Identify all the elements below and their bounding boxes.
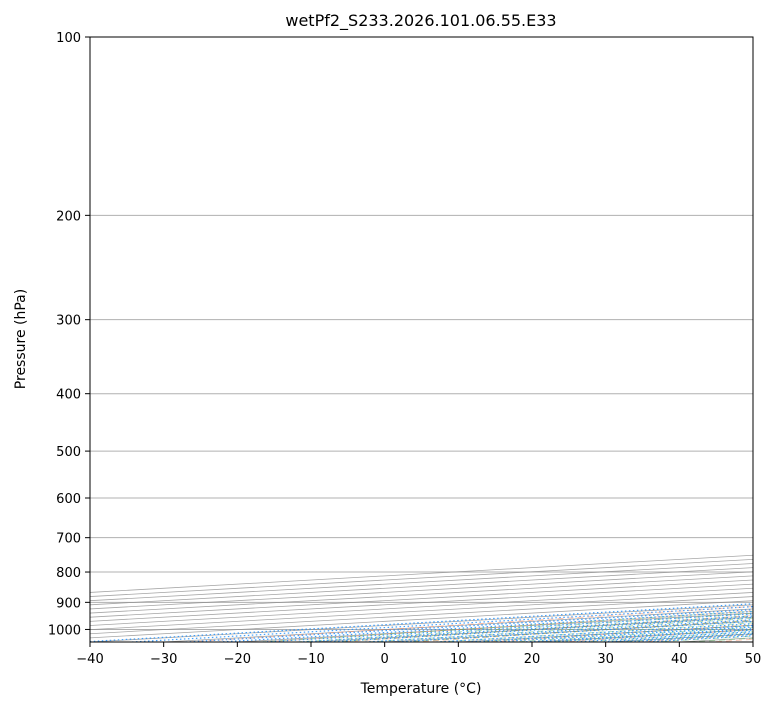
isotherm-line xyxy=(90,583,753,622)
mixing-ratio-line xyxy=(218,610,753,642)
isotherm-line xyxy=(458,625,753,642)
isotherm-line xyxy=(90,600,753,639)
moist-adiabat xyxy=(544,629,753,642)
y-tick-label: 700 xyxy=(56,532,81,547)
moist-adiabat xyxy=(652,635,753,642)
dry-adiabat xyxy=(636,633,753,642)
y-tick-label: 800 xyxy=(56,566,81,581)
x-tick-label: −20 xyxy=(224,652,251,667)
isotherm-line xyxy=(163,608,753,642)
mixing-ratio-line xyxy=(90,603,753,642)
y-axis-label: Pressure (hPa) xyxy=(13,289,29,389)
isotherm-line xyxy=(90,558,753,597)
x-tick-label: 10 xyxy=(450,652,467,667)
y-tick-label: 500 xyxy=(56,445,81,460)
isotherm-line xyxy=(531,629,753,642)
moist-adiabat xyxy=(260,610,753,642)
isotherm-line xyxy=(90,567,753,606)
y-tick-label: 900 xyxy=(56,596,81,611)
mixing-ratio-line xyxy=(262,613,753,642)
y-tick-label: 400 xyxy=(56,388,81,403)
moist-adiabat xyxy=(296,613,753,642)
x-axis-label: Temperature (°C) xyxy=(360,681,482,697)
isotherm-line xyxy=(90,571,753,610)
y-tick-label: 100 xyxy=(56,31,81,46)
plot-frame xyxy=(89,36,754,643)
dry-adiabat xyxy=(412,619,753,642)
isotherm-line xyxy=(90,575,753,614)
dry-adiabat xyxy=(711,638,753,642)
mixing-ratio-line xyxy=(467,624,753,642)
axes: −40 −30 −20 −10 0 10 20 30 40 50 100 200 300 400 500 60… xyxy=(48,31,761,667)
x-tick-label: 40 xyxy=(671,652,688,667)
moist-adiabat xyxy=(689,637,753,642)
isotherm-line xyxy=(90,579,753,618)
isotherm-line xyxy=(90,596,753,635)
x-tick-label: 0 xyxy=(381,652,389,667)
isotherm-line xyxy=(752,641,753,642)
y-tick-label: 200 xyxy=(56,209,81,224)
isotherm-line xyxy=(384,620,753,642)
y-tick-label: 300 xyxy=(56,314,81,329)
x-tick-label: 30 xyxy=(597,652,614,667)
moist-adiabat xyxy=(403,620,753,642)
y-tick-label: 1000 xyxy=(48,623,81,638)
mixing-ratio-line xyxy=(299,615,753,642)
moist-adiabat xyxy=(332,615,753,642)
y-tick-label: 600 xyxy=(56,492,81,507)
x-tick-label: −40 xyxy=(76,652,103,667)
isotherm-line xyxy=(90,604,753,642)
isotherm-line xyxy=(237,612,753,642)
dry-adiabat xyxy=(188,605,753,642)
dry-adiabat xyxy=(562,629,753,642)
mixing-ratio-line xyxy=(185,609,753,642)
isotherm-line xyxy=(679,637,753,642)
x-tick-label: 50 xyxy=(745,652,762,667)
chart-title: wetPf2_S233.2026.101.06.55.E33 xyxy=(285,11,556,31)
dry-adiabat xyxy=(338,615,753,642)
x-tick-label: 20 xyxy=(524,652,541,667)
isotherm-line xyxy=(310,616,753,642)
mixing-ratio-line xyxy=(492,626,753,642)
moist-adiabat xyxy=(367,617,753,642)
background-lines xyxy=(90,37,753,642)
isotherm-line xyxy=(90,592,753,631)
x-tick-label: −10 xyxy=(297,652,324,667)
isotherm-line xyxy=(90,554,753,593)
moist-adiabat xyxy=(438,622,753,642)
moist-adiabat xyxy=(509,626,753,642)
moist-adiabat xyxy=(473,624,753,642)
moist-adiabat xyxy=(580,631,753,642)
isotherm-line xyxy=(90,563,753,602)
moist-adiabat xyxy=(616,633,753,642)
x-tick-label: −30 xyxy=(150,652,177,667)
dry-adiabat xyxy=(263,610,753,642)
dry-adiabat xyxy=(487,624,753,642)
isotherm-line xyxy=(90,587,753,626)
isotherm-line xyxy=(605,633,753,642)
mixing-ratio-line xyxy=(131,606,753,642)
